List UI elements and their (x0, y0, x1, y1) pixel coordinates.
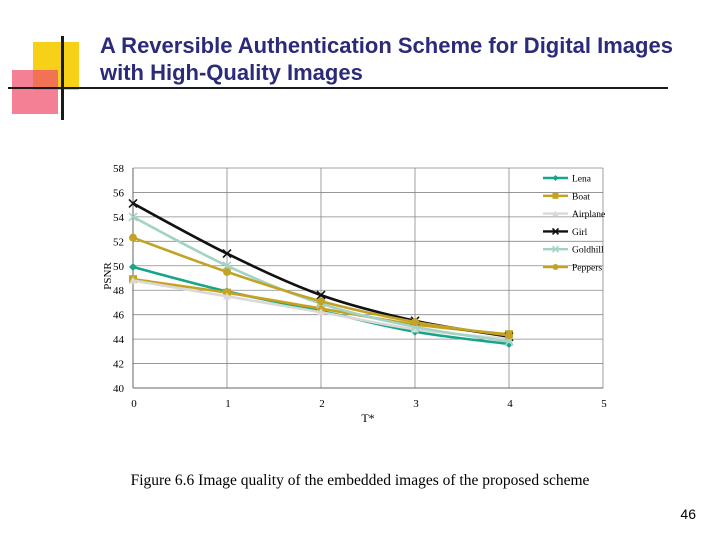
x-tick-label: 4 (507, 398, 513, 410)
y-tick-label: 42 (113, 359, 124, 371)
data-point (411, 318, 419, 326)
data-point (316, 290, 326, 300)
y-axis-label: PSNR (102, 262, 114, 290)
data-point (129, 263, 137, 271)
data-point (411, 325, 419, 333)
data-point (223, 267, 231, 276)
decor-horizontal-line (8, 87, 668, 89)
data-point (222, 248, 232, 259)
data-point (551, 227, 560, 235)
figure-caption: Figure 6.6 Image quality of the embedded… (130, 472, 590, 489)
legend-entry-airplane: Airplane (543, 210, 605, 220)
legend-label: Girl (572, 228, 588, 238)
chart-tick-labels: 40 42 44 46 48 50 52 54 56 58 0 1 2 3 4 5 (113, 163, 607, 410)
y-tick-label: 40 (113, 383, 125, 395)
page-number: 46 (680, 506, 696, 522)
legend-label: Goldhill (572, 246, 604, 256)
x-tick-label: 3 (413, 398, 419, 410)
data-point (505, 331, 513, 340)
y-tick-label: 46 (113, 310, 125, 322)
data-point (223, 292, 231, 300)
legend-label: Airplane (572, 210, 605, 220)
legend-entry-boat: Boat (543, 192, 590, 202)
y-tick-label: 58 (113, 163, 125, 175)
decor-vertical-line (61, 36, 64, 120)
slide-title: A Reversible Authentication Scheme for D… (100, 33, 673, 85)
legend-entry-girl: Girl (543, 227, 588, 238)
legend-entry-goldhill: Goldhill (543, 245, 604, 256)
data-point (317, 297, 325, 306)
data-point (317, 308, 325, 316)
legend-entry-lena: Lena (543, 175, 592, 185)
y-tick-label: 52 (113, 236, 124, 248)
chart-axes (132, 168, 603, 389)
chart-series (128, 198, 514, 348)
data-point (552, 175, 559, 181)
chart-grid (132, 167, 604, 389)
data-point (129, 233, 137, 242)
y-tick-label: 56 (113, 187, 125, 199)
data-point (128, 198, 138, 209)
data-point (222, 261, 232, 271)
x-axis-label: T* (361, 411, 374, 425)
x-tick-label: 0 (131, 398, 137, 410)
decor-pink-square (12, 70, 58, 114)
legend-entry-peppers: Peppers (543, 264, 602, 274)
chart-legend: Lena Boat Airplane Girl Goldhill Peppers (543, 175, 605, 274)
psnr-line-chart: 40 42 44 46 48 50 52 54 56 58 0 1 2 3 4 5 Lena Boat Airpl… (102, 163, 607, 425)
data-point (129, 276, 137, 284)
y-tick-label: 44 (113, 334, 125, 346)
x-tick-label: 1 (225, 398, 231, 410)
data-point (552, 210, 559, 216)
data-point (504, 336, 514, 347)
legend-label: Boat (572, 192, 590, 202)
data-point (128, 212, 138, 222)
data-point (551, 245, 560, 253)
y-tick-label: 50 (113, 261, 125, 273)
legend-label: Lena (572, 175, 592, 185)
y-tick-label: 48 (113, 285, 125, 297)
series-peppers (129, 233, 513, 340)
legend-label: Peppers (572, 264, 602, 274)
data-point (552, 192, 559, 199)
data-point (552, 264, 559, 270)
x-tick-label: 2 (319, 398, 325, 410)
x-tick-label: 5 (601, 398, 607, 410)
y-tick-label: 54 (113, 212, 125, 224)
